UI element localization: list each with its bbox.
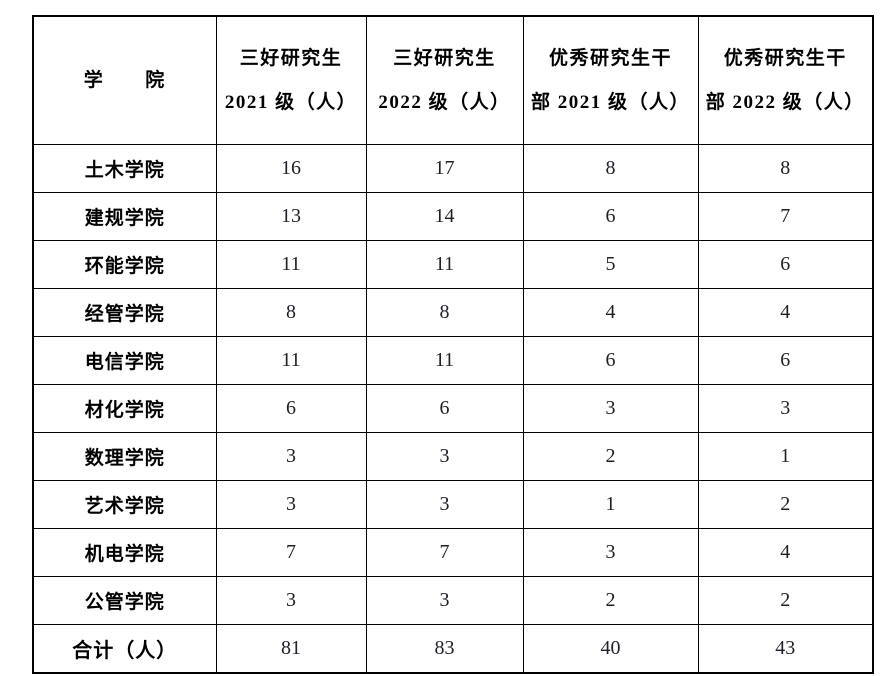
value-cell: 14: [365, 192, 524, 241]
header-line: 部 2021 级（人）: [530, 91, 690, 113]
table-row: 材化学院 6 6 3 3: [32, 384, 874, 433]
table-row: 建规学院 13 14 6 7: [32, 192, 874, 241]
value-cell: 3: [697, 384, 874, 433]
college-name-cell: 电信学院: [32, 336, 217, 385]
header-line: 三好研究生: [239, 47, 343, 69]
value-cell: 3: [522, 528, 699, 577]
col-header-youxiu-ganbu-2021: 优秀研究生干 部 2021 级（人）: [522, 15, 699, 145]
value-cell: 3: [215, 576, 367, 625]
value-cell: 7: [215, 528, 367, 577]
value-cell: 3: [365, 576, 524, 625]
value-cell: 8: [365, 288, 524, 337]
value-cell: 6: [522, 336, 699, 385]
value-cell: 1: [697, 432, 874, 481]
header-line: 优秀研究生干: [548, 47, 672, 69]
value-cell: 6: [697, 336, 874, 385]
value-cell: 11: [215, 336, 367, 385]
value-cell: 13: [215, 192, 367, 241]
table-row: 电信学院 11 11 6 6: [32, 336, 874, 385]
value-cell: 11: [365, 336, 524, 385]
total-value-cell: 83: [365, 624, 524, 674]
value-cell: 4: [697, 528, 874, 577]
college-name-cell: 环能学院: [32, 240, 217, 289]
value-cell: 2: [522, 432, 699, 481]
header-line: 三好研究生: [393, 47, 496, 69]
value-cell: 11: [215, 240, 367, 289]
value-cell: 4: [697, 288, 874, 337]
total-value-cell: 40: [522, 624, 699, 674]
value-cell: 3: [365, 432, 524, 481]
value-cell: 2: [697, 480, 874, 529]
value-cell: 1: [522, 480, 699, 529]
value-cell: 3: [215, 480, 367, 529]
value-cell: 7: [697, 192, 874, 241]
total-value-cell: 81: [215, 624, 367, 674]
value-cell: 8: [697, 144, 874, 193]
total-label-cell: 合计（人）: [32, 624, 217, 674]
table-row: 公管学院 3 3 2 2: [32, 576, 874, 625]
col-header-sanhao-2022: 三好研究生 2022 级（人）: [365, 15, 524, 145]
value-cell: 4: [522, 288, 699, 337]
value-cell: 6: [365, 384, 524, 433]
header-line: 学 院: [83, 69, 166, 91]
value-cell: 16: [215, 144, 367, 193]
header-line: 优秀研究生干: [723, 47, 847, 69]
value-cell: 6: [215, 384, 367, 433]
college-name-cell: 材化学院: [32, 384, 217, 433]
value-cell: 6: [697, 240, 874, 289]
value-cell: 11: [365, 240, 524, 289]
college-name-cell: 公管学院: [32, 576, 217, 625]
table-row: 数理学院 3 3 2 1: [32, 432, 874, 481]
table-row: 机电学院 7 7 3 4: [32, 528, 874, 577]
header-line: 2021 级（人）: [224, 91, 358, 113]
value-cell: 2: [697, 576, 874, 625]
scholarship-statistics-table: 学 院 三好研究生 2021 级（人） 三好研究生 2022 级（人） 优秀研究…: [32, 15, 874, 674]
table-row: 艺术学院 3 3 1 2: [32, 480, 874, 529]
college-name-cell: 机电学院: [32, 528, 217, 577]
table-row: 环能学院 11 11 5 6: [32, 240, 874, 289]
value-cell: 3: [365, 480, 524, 529]
header-row: 学 院 三好研究生 2021 级（人） 三好研究生 2022 级（人） 优秀研究…: [32, 15, 874, 145]
value-cell: 3: [215, 432, 367, 481]
total-value-cell: 43: [697, 624, 874, 674]
header-line: 2022 级（人）: [378, 91, 511, 113]
table-row: 经管学院 8 8 4 4: [32, 288, 874, 337]
college-name-cell: 土木学院: [32, 144, 217, 193]
value-cell: 8: [215, 288, 367, 337]
col-header-youxiu-ganbu-2022: 优秀研究生干 部 2022 级（人）: [697, 15, 874, 145]
value-cell: 17: [365, 144, 524, 193]
college-name-cell: 数理学院: [32, 432, 217, 481]
value-cell: 7: [365, 528, 524, 577]
value-cell: 3: [522, 384, 699, 433]
table-row: 土木学院 16 17 8 8: [32, 144, 874, 193]
col-header-sanhao-2021: 三好研究生 2021 级（人）: [215, 15, 367, 145]
college-name-cell: 艺术学院: [32, 480, 217, 529]
header-line: 部 2022 级（人）: [705, 91, 865, 113]
college-name-cell: 建规学院: [32, 192, 217, 241]
college-name-cell: 经管学院: [32, 288, 217, 337]
value-cell: 2: [522, 576, 699, 625]
value-cell: 6: [522, 192, 699, 241]
value-cell: 5: [522, 240, 699, 289]
col-header-college: 学 院: [32, 15, 217, 145]
total-row: 合计（人） 81 83 40 43: [32, 624, 874, 674]
value-cell: 8: [522, 144, 699, 193]
